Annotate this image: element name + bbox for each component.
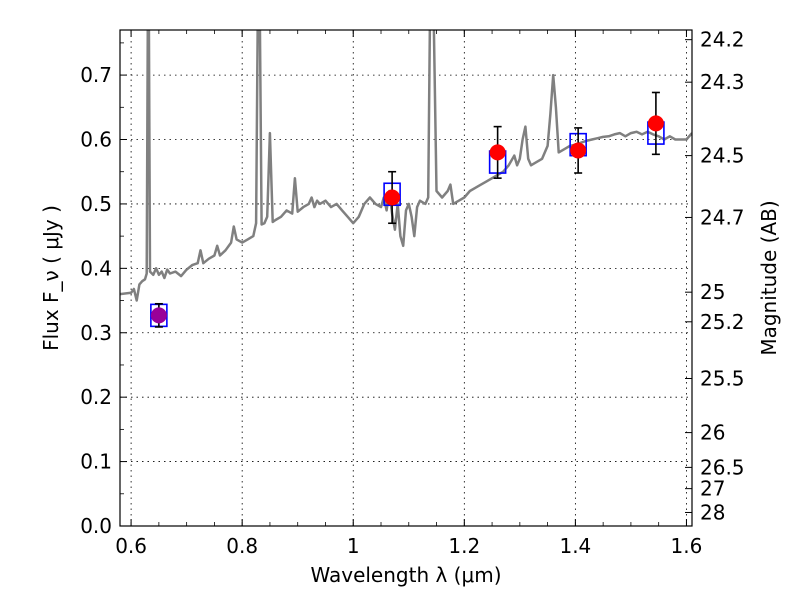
model-spectrum-line <box>120 30 692 302</box>
right-tick-label: 24.7 <box>700 205 745 229</box>
right-tick-label: 26.5 <box>700 455 745 479</box>
y-tick-label: 0.7 <box>80 63 112 87</box>
y-tick-label: 0.4 <box>80 256 112 280</box>
right-tick-label: 27 <box>700 477 725 501</box>
x-tick-label: 1.2 <box>448 534 480 558</box>
x-tick-label: 1 <box>347 534 360 558</box>
y-axis-label-left: Flux F_ν ( μJy ) <box>39 205 63 351</box>
y-tick-label: 0.5 <box>80 192 112 216</box>
observed-point <box>384 189 401 206</box>
right-tick-label: 24.5 <box>700 144 745 168</box>
observed-point <box>570 142 587 159</box>
right-tick-label: 24.2 <box>700 28 745 52</box>
y-axis-label-right: Magnitude (AB) <box>757 200 781 355</box>
observed-point <box>150 307 167 324</box>
axis-ticks: 0.6 0.8 1 1.2 1.4 1.6 0.0 0.1 0.2 0.3 0.4 0.5 0.6 0.7… <box>80 28 744 558</box>
right-tick-label: 25.5 <box>700 366 745 390</box>
observed-point <box>489 144 506 161</box>
right-tick-label: 25.2 <box>700 310 745 334</box>
x-tick-label: 0.6 <box>115 534 147 558</box>
y-tick-label: 0.0 <box>80 514 112 538</box>
plot-frame <box>119 29 693 527</box>
y-tick-label: 0.6 <box>80 128 112 152</box>
observed-point <box>647 115 664 132</box>
right-tick-label: 28 <box>700 500 725 524</box>
right-tick-label: 26 <box>700 421 725 445</box>
y-tick-label: 0.1 <box>80 450 112 474</box>
right-tick-label: 24.3 <box>700 70 745 94</box>
right-tick-label: 25 <box>700 280 725 304</box>
plot-area <box>120 30 692 328</box>
grid-lines <box>120 30 692 527</box>
x-tick-label: 0.8 <box>226 534 258 558</box>
x-tick-label: 1.6 <box>671 534 703 558</box>
x-axis-label: Wavelength λ (μm) <box>310 563 501 587</box>
x-tick-label: 1.4 <box>559 534 591 558</box>
y-tick-label: 0.3 <box>80 321 112 345</box>
y-tick-label: 0.2 <box>80 385 112 409</box>
